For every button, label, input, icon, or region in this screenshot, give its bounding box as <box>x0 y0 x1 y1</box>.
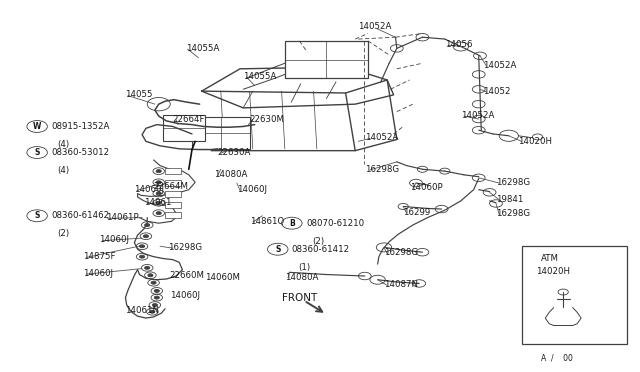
Text: 08360-61412: 08360-61412 <box>292 245 350 254</box>
Circle shape <box>151 281 156 284</box>
Text: B: B <box>289 219 294 228</box>
Text: 16298G: 16298G <box>168 243 202 252</box>
Text: W: W <box>33 122 42 131</box>
Text: 16298G: 16298G <box>496 209 530 218</box>
Bar <box>165 168 181 174</box>
Text: 22630M: 22630M <box>250 115 285 124</box>
Text: 14060J: 14060J <box>134 185 164 194</box>
Text: (4): (4) <box>58 166 70 175</box>
Text: 08360-61462: 08360-61462 <box>51 211 109 220</box>
Circle shape <box>156 181 161 184</box>
Text: 14861Q: 14861Q <box>250 217 284 226</box>
Text: 14052A: 14052A <box>365 133 398 142</box>
Bar <box>165 191 181 197</box>
Text: 19841: 19841 <box>496 195 524 203</box>
Text: 16298G: 16298G <box>496 178 530 187</box>
Circle shape <box>154 289 159 292</box>
Text: 14052: 14052 <box>483 87 511 96</box>
Circle shape <box>145 266 150 269</box>
Text: 14060J: 14060J <box>237 185 267 194</box>
Text: (4): (4) <box>58 140 70 149</box>
Bar <box>165 202 181 208</box>
Text: 22660M: 22660M <box>170 271 205 280</box>
Text: (2): (2) <box>312 237 324 246</box>
Bar <box>163 115 205 141</box>
Text: 14055A: 14055A <box>186 44 219 53</box>
Text: 14080A: 14080A <box>285 273 318 282</box>
Text: 08070-61210: 08070-61210 <box>306 219 364 228</box>
Text: A  /    00: A / 00 <box>541 353 573 362</box>
Circle shape <box>140 245 145 248</box>
Text: S: S <box>35 148 40 157</box>
Text: 14060P: 14060P <box>410 183 442 192</box>
Circle shape <box>140 255 145 258</box>
Text: 14060J: 14060J <box>170 291 200 300</box>
Text: 14055A: 14055A <box>243 72 276 81</box>
Text: 22630A: 22630A <box>218 148 251 157</box>
Text: 14061N: 14061N <box>125 306 159 315</box>
Text: 14060M: 14060M <box>205 273 240 282</box>
Text: 14055: 14055 <box>125 90 152 99</box>
Text: 08915-1352A: 08915-1352A <box>51 122 109 131</box>
Circle shape <box>145 224 150 227</box>
Text: 16298G: 16298G <box>365 165 399 174</box>
Text: 14875F: 14875F <box>83 252 116 261</box>
Circle shape <box>156 170 161 173</box>
Text: 14087N: 14087N <box>384 280 418 289</box>
Bar <box>285 41 368 78</box>
Text: 08360-53012: 08360-53012 <box>51 148 109 157</box>
Bar <box>165 180 181 186</box>
Circle shape <box>143 235 148 238</box>
Text: ATM: ATM <box>541 254 559 263</box>
Circle shape <box>154 296 159 299</box>
Circle shape <box>150 310 155 313</box>
Text: 14052A: 14052A <box>461 111 494 120</box>
Circle shape <box>152 304 157 307</box>
Bar <box>165 212 181 218</box>
Text: 16299: 16299 <box>403 208 431 217</box>
Text: 14061: 14061 <box>144 198 172 207</box>
Text: 14080A: 14080A <box>214 170 248 179</box>
Text: 16298G: 16298G <box>384 248 418 257</box>
Text: FRONT: FRONT <box>282 293 317 302</box>
Circle shape <box>148 274 153 277</box>
Text: 14060J: 14060J <box>83 269 113 278</box>
Circle shape <box>156 212 161 215</box>
Text: 14056: 14056 <box>445 40 472 49</box>
Text: 14052A: 14052A <box>358 22 392 31</box>
Bar <box>192 117 250 149</box>
Text: 22664M: 22664M <box>154 182 189 190</box>
Text: (1): (1) <box>298 263 310 272</box>
Text: 22664F: 22664F <box>173 115 205 124</box>
Text: 14020H: 14020H <box>518 137 552 146</box>
Text: S: S <box>35 211 40 220</box>
Circle shape <box>156 192 161 195</box>
Circle shape <box>156 201 161 204</box>
Text: 14060J: 14060J <box>99 235 129 244</box>
Text: S: S <box>275 245 280 254</box>
Text: 14020H: 14020H <box>536 267 570 276</box>
Text: 14061P: 14061P <box>106 213 138 222</box>
Text: 14052A: 14052A <box>483 61 516 70</box>
Text: (2): (2) <box>58 229 70 238</box>
Bar <box>522 246 627 344</box>
